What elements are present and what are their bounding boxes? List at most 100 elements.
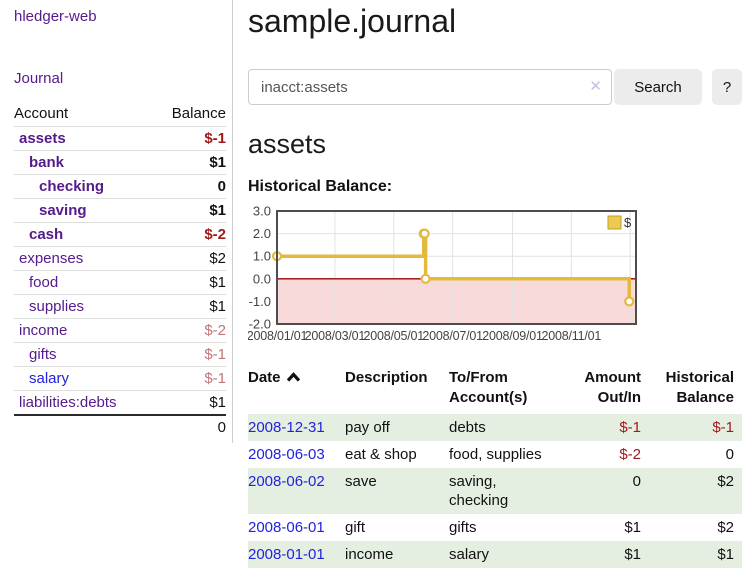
y-axis-label: 3.0 [253, 204, 271, 219]
register-header-amount: Amount Out/In [584, 369, 641, 406]
sidebar-account-balance: $-2 [152, 318, 226, 343]
y-axis-label: -2.0 [249, 317, 271, 332]
accounts-table: Account Balance assets $-1 bank $1 check… [14, 103, 226, 439]
register-date-link[interactable]: 2008-06-01 [248, 519, 325, 536]
sidebar-account-link[interactable]: liabilities:debts [19, 394, 117, 411]
sort-ascending-icon [286, 372, 300, 382]
sidebar-account-row: salary $-1 [14, 366, 226, 391]
register-amount: $-2 [619, 446, 641, 463]
sidebar-account-link[interactable]: income [19, 322, 68, 339]
legend-label: $ [624, 215, 632, 230]
register-date-link[interactable]: 2008-01-01 [248, 546, 325, 563]
sidebar-account-cell: checking [14, 174, 153, 199]
accounts-total-balance: 0 [152, 414, 226, 439]
sidebar-account-balance: $1 [152, 390, 226, 415]
sidebar-account-row: assets $-1 [14, 126, 226, 151]
register-description: pay off [345, 419, 390, 436]
y-axis-label: -1.0 [249, 294, 271, 309]
sidebar-account-row: cash $-2 [14, 222, 226, 247]
x-axis-label: 2008/07/01 [422, 329, 483, 343]
account-title: assets [248, 129, 327, 159]
y-axis-label: 2.0 [253, 226, 271, 241]
clear-search-icon[interactable]: ✕ [589, 78, 602, 95]
journal-link-label[interactable]: Journal [14, 70, 64, 87]
register-accounts: gifts [449, 519, 477, 536]
data-point-marker [419, 228, 430, 239]
sidebar-account-row: liabilities:debts $1 [14, 390, 226, 415]
sidebar-account-row: saving $1 [14, 198, 226, 223]
data-point-marker [420, 273, 431, 284]
sidebar-account-row: expenses $2 [14, 246, 226, 271]
accounts-header-row: Account Balance [14, 103, 226, 127]
sidebar-account-cell: liabilities:debts [14, 390, 153, 415]
sidebar-account-cell: salary [14, 366, 153, 391]
register-description: income [345, 546, 394, 563]
sidebar-account-link[interactable]: cash [29, 226, 64, 243]
sidebar-account-balance: $2 [152, 246, 226, 271]
register-header-date[interactable]: Date [248, 366, 345, 414]
sidebar-account-row: bank $1 [14, 150, 226, 175]
register-accounts: salary [449, 546, 490, 563]
register-balance: 0 [725, 446, 734, 463]
register-amount: $1 [624, 519, 641, 536]
sidebar-account-balance: $-1 [152, 366, 226, 391]
sidebar-account-row: checking 0 [14, 174, 226, 199]
sidebar-account-cell: cash [14, 222, 153, 247]
register-date-link[interactable]: 2008-06-02 [248, 473, 325, 490]
accounts-total-row: 0 [14, 414, 226, 439]
search-row: ✕ Search ? [248, 69, 742, 105]
register-accounts: saving, checking [449, 473, 509, 509]
sidebar-account-balance: $-1 [152, 126, 226, 151]
search-box: ✕ [248, 69, 612, 105]
sidebar-account-link[interactable]: bank [29, 154, 65, 171]
app-brand-label[interactable]: hledger-web [14, 8, 97, 25]
sidebar-account-link[interactable]: food [29, 274, 59, 291]
sidebar-account-balance: $1 [152, 198, 226, 223]
sidebar-account-balance: 0 [152, 174, 226, 199]
plot-border [276, 210, 637, 325]
main-content: sample.journal ✕ Search ? assets Histori… [248, 0, 742, 568]
search-button[interactable]: Search [614, 69, 702, 105]
search-input[interactable] [248, 69, 612, 105]
register-date-link[interactable]: 2008-12-31 [248, 419, 325, 436]
sidebar-account-link[interactable]: gifts [29, 346, 57, 363]
accounts-header-account: Account [14, 105, 69, 122]
sidebar-account-cell: assets [14, 126, 153, 151]
register-balance: $-1 [712, 419, 734, 436]
sidebar-account-balance: $-2 [152, 222, 226, 247]
sidebar-account-link[interactable]: assets [19, 130, 66, 147]
help-button[interactable]: ? [712, 69, 742, 105]
sidebar-account-cell: bank [14, 150, 153, 175]
register-date-cell: 2008-06-02 [248, 468, 345, 514]
register-description: save [345, 473, 377, 490]
register-row: 2008-06-03 eat & shop food, supplies $-2… [248, 441, 742, 468]
accounts-total-spacer [14, 414, 153, 439]
app-brand-link[interactable]: hledger-web [14, 8, 226, 25]
register-row: 2008-06-02 save saving, checking 0 $2 [248, 468, 742, 514]
sidebar-account-row: supplies $1 [14, 294, 226, 319]
register-date-cell: 2008-06-01 [248, 514, 345, 541]
sidebar-account-row: gifts $-1 [14, 342, 226, 367]
sidebar-account-link[interactable]: salary [29, 370, 70, 387]
accounts-header-balance: Balance [171, 105, 226, 122]
sidebar-account-link[interactable]: expenses [19, 250, 84, 267]
register-description: eat & shop [345, 446, 417, 463]
sidebar-account-link[interactable]: checking [39, 178, 105, 195]
sidebar-account-link[interactable]: supplies [29, 298, 85, 315]
sidebar-account-balance: $1 [152, 270, 226, 295]
x-axis-label: 2008/11/01 [542, 329, 602, 343]
register-accounts: food, supplies [449, 446, 542, 463]
sidebar-account-cell: expenses [14, 246, 153, 271]
register-balance: $2 [717, 519, 734, 536]
sidebar-account-cell: food [14, 270, 153, 295]
sidebar-item-journal[interactable]: Journal [14, 70, 226, 87]
sidebar-account-link[interactable]: saving [39, 202, 87, 219]
page-title: sample.journal [248, 3, 457, 39]
sidebar-account-row: income $-2 [14, 318, 226, 343]
historical-balance-chart[interactable]: $3.0 2.0 1.0 0.0 -1.0 -2.02008/01/012008/03/0… [248, 201, 742, 348]
register-amount: $1 [624, 546, 641, 563]
register-date-link[interactable]: 2008-06-03 [248, 446, 325, 463]
legend-swatch [607, 215, 622, 230]
sidebar-account-balance: $-1 [152, 342, 226, 367]
register-header-row: Date Description To/From Account(s) Amou… [248, 366, 742, 414]
